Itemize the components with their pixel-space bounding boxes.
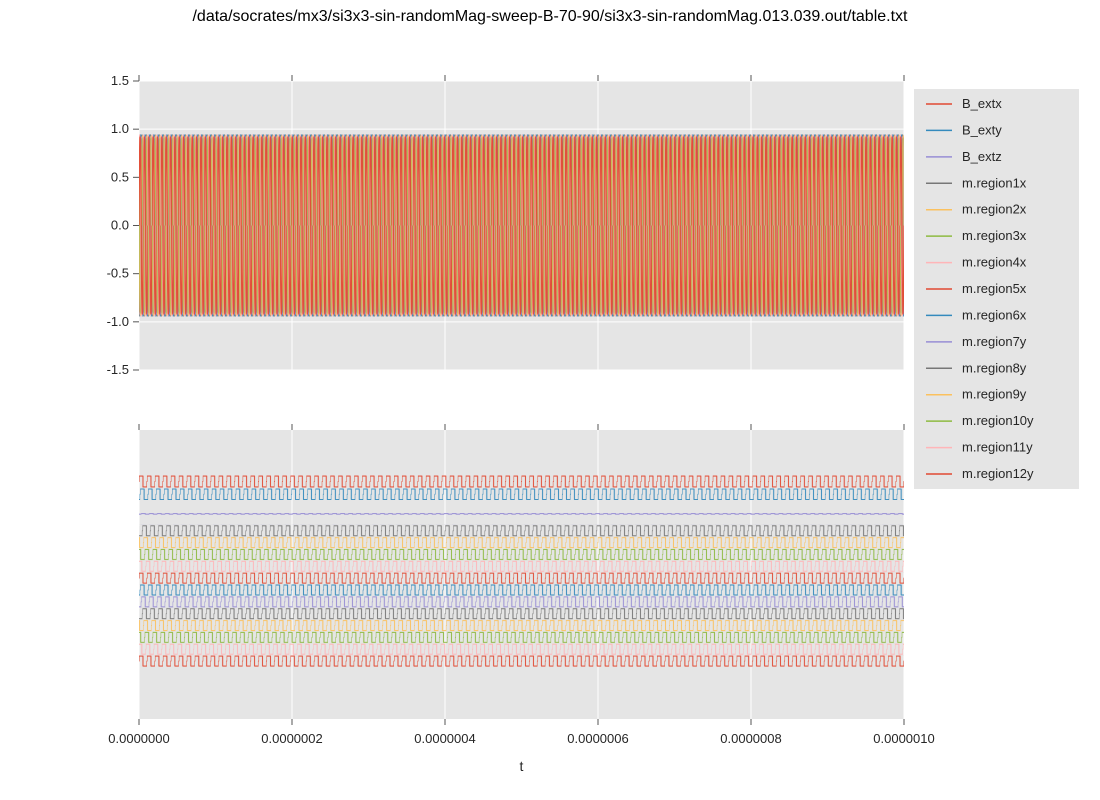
svg-text:-0.5: -0.5 (107, 266, 129, 281)
svg-text:m.region2x: m.region2x (962, 202, 1027, 217)
svg-text:B_exty: B_exty (962, 122, 1002, 137)
svg-text:-1.5: -1.5 (107, 362, 129, 377)
svg-text:m.region1x: m.region1x (962, 175, 1027, 190)
svg-text:m.region4x: m.region4x (962, 255, 1027, 270)
svg-text:B_extx: B_extx (962, 96, 1002, 111)
svg-text:m.region12y: m.region12y (962, 466, 1034, 481)
svg-text:1.5: 1.5 (111, 73, 129, 88)
svg-text:-1.0: -1.0 (107, 314, 129, 329)
svg-text:0.0000008: 0.0000008 (720, 731, 781, 746)
svg-text:t: t (520, 758, 524, 774)
svg-text:m.region10y: m.region10y (962, 413, 1034, 428)
svg-text:m.region5x: m.region5x (962, 281, 1027, 296)
svg-text:0.0000000: 0.0000000 (108, 731, 169, 746)
svg-text:0.0000002: 0.0000002 (261, 731, 322, 746)
svg-text:0.5: 0.5 (111, 169, 129, 184)
svg-text:m.region3x: m.region3x (962, 228, 1027, 243)
svg-text:m.region7y: m.region7y (962, 334, 1027, 349)
svg-text:m.region9y: m.region9y (962, 387, 1027, 402)
svg-text:0.0000010: 0.0000010 (873, 731, 934, 746)
svg-text:m.region11y: m.region11y (962, 440, 1033, 455)
svg-text:1.0: 1.0 (111, 121, 129, 136)
svg-text:0.0000006: 0.0000006 (567, 731, 628, 746)
svg-text:0.0: 0.0 (111, 218, 129, 233)
svg-text:B_extz: B_extz (962, 149, 1002, 164)
svg-text:m.region6x: m.region6x (962, 307, 1027, 322)
svg-text:m.region8y: m.region8y (962, 360, 1027, 375)
svg-text:0.0000004: 0.0000004 (414, 731, 475, 746)
